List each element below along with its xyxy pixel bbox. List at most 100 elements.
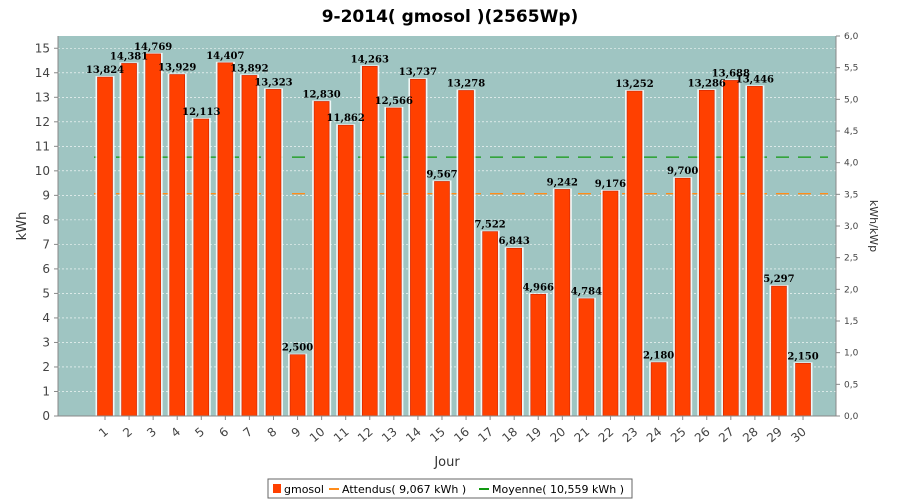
x-axis-label: Jour (433, 455, 460, 470)
bar (650, 362, 667, 417)
y-tick-label: 12 (35, 115, 50, 129)
x-tick-label: 30 (788, 425, 809, 446)
legend-swatch-gmosol (273, 484, 281, 493)
x-tick-label: 23 (620, 425, 641, 446)
x-tick-label: 4 (168, 425, 183, 441)
x-tick-label: 16 (451, 425, 472, 446)
y-right-tick-label: 4,0 (844, 159, 859, 169)
y-tick-label: 11 (35, 139, 50, 153)
y-right-tick-label: 5,5 (844, 64, 858, 74)
y-tick-label: 14 (35, 66, 50, 80)
x-tick-label: 10 (307, 425, 328, 446)
x-tick-label: 5 (192, 425, 207, 441)
legend: gmosol Attendus( 9,067 kWh ) Moyenne( 10… (267, 478, 633, 499)
bar (289, 354, 306, 417)
bar-value-label: 12,566 (375, 96, 413, 107)
y-right-tick-label: 4,5 (844, 127, 858, 137)
bar-value-label: 13,286 (688, 78, 726, 89)
bar-value-label: 9,567 (426, 169, 457, 180)
y-tick-label: 13 (35, 90, 50, 104)
x-tick-label: 22 (596, 425, 617, 446)
bar-value-label: 6,843 (499, 236, 530, 247)
y-tick-label: 5 (42, 286, 50, 300)
bar (386, 107, 402, 417)
x-tick-label: 28 (740, 425, 761, 446)
bar (410, 78, 426, 417)
x-tick-label: 18 (499, 425, 520, 446)
bar (723, 80, 739, 417)
y-right-tick-label: 3,0 (844, 222, 859, 232)
bar-value-label: 13,252 (615, 79, 653, 90)
x-tick-label: 24 (644, 425, 665, 446)
x-tick-label: 19 (523, 425, 544, 446)
bar (578, 298, 595, 417)
y-tick-label: 6 (42, 262, 50, 276)
y-right-tick-label: 2,5 (844, 254, 858, 264)
x-tick-label: 20 (548, 425, 569, 446)
x-tick-label: 14 (403, 425, 424, 446)
bar-value-label: 14,769 (134, 42, 172, 53)
y-tick-label: 8 (42, 213, 50, 227)
bar (554, 189, 571, 417)
x-tick-label: 29 (764, 425, 785, 446)
bar (530, 293, 547, 417)
bar-value-label: 13,278 (447, 78, 485, 89)
y-tick-label: 9 (42, 188, 50, 202)
bar-value-label: 2,180 (643, 351, 674, 362)
bar (434, 181, 450, 417)
x-tick-label: 12 (355, 425, 376, 446)
x-tick-label: 2 (120, 425, 135, 441)
bar-value-label: 13,323 (254, 77, 292, 88)
bar-value-label: 4,784 (571, 287, 602, 298)
bar (482, 231, 498, 417)
x-tick-label: 9 (289, 425, 304, 441)
x-tick-label: 3 (144, 425, 159, 441)
bar (698, 89, 715, 417)
chart-title: 9-2014( gmosol )(2565Wp) (322, 7, 579, 27)
bar-value-label: 13,892 (230, 63, 268, 74)
y-right-tick-label: 3,5 (844, 190, 858, 200)
bar (337, 124, 354, 417)
y-tick-label: 7 (42, 237, 50, 251)
x-axis-ticks: 1 2 3 4 5 6 7 8 9 10 11 12 13 14 15 16 17 18 19 20 21 22 23 24 2… (96, 416, 809, 445)
bar (313, 101, 330, 417)
bar (674, 177, 691, 417)
legend-item-moyenne: Moyenne( 10,559 kWh ) (492, 483, 624, 496)
bar (121, 63, 137, 417)
legend-item-attendus: Attendus( 9,067 kWh ) (342, 483, 466, 496)
y-tick-label: 3 (42, 335, 50, 349)
bar-value-label: 9,176 (595, 179, 626, 190)
bar (506, 247, 522, 417)
y-right-tick-label: 5,0 (844, 95, 859, 105)
bar-value-label: 13,737 (399, 67, 437, 78)
y-tick-label: 10 (35, 164, 50, 178)
y-tick-label: 4 (42, 311, 50, 325)
bar-value-label: 13,929 (158, 63, 196, 74)
y-right-tick-label: 1,5 (844, 317, 858, 327)
y-right-tick-label: 0,0 (844, 412, 859, 422)
x-tick-label: 17 (475, 425, 496, 446)
bar (145, 53, 161, 417)
bar-value-label: 9,242 (547, 177, 578, 188)
bar-value-label: 12,830 (302, 89, 340, 100)
y-tick-label: 15 (35, 41, 50, 55)
y-axis-right-ticks: 0,0 0,5 1,0 1,5 2,0 2,5 3,0 3,5 4,0 4,5 5,0 5,5 6,0 (836, 32, 859, 422)
bar (626, 90, 643, 417)
y-axis-label: kWh (15, 212, 30, 241)
x-tick-label: 7 (240, 425, 255, 441)
x-tick-label: 13 (379, 425, 400, 446)
bar-value-label: 14,407 (206, 51, 244, 62)
bar-value-label: 2,500 (282, 343, 313, 354)
y-right-tick-label: 1,0 (844, 349, 859, 359)
bar-value-label: 14,263 (351, 54, 389, 65)
bar (795, 362, 811, 417)
y-tick-label: 2 (42, 360, 50, 374)
x-tick-label: 6 (216, 425, 231, 441)
bar-value-label: 13,824 (86, 65, 124, 76)
bar-value-label: 13,688 (712, 68, 750, 79)
bar (747, 86, 763, 417)
bars (95, 52, 813, 417)
